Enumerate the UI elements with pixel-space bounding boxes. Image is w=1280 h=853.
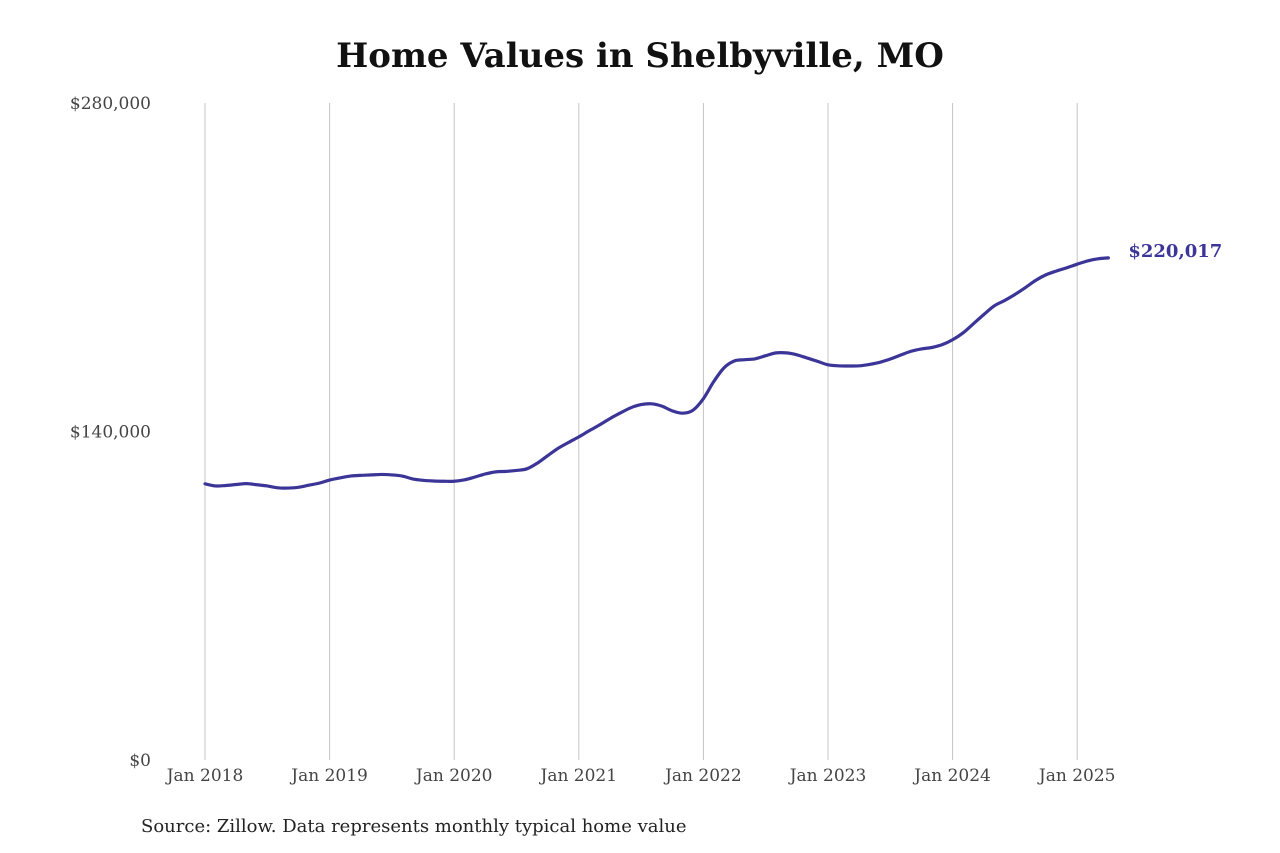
gridlines bbox=[204, 103, 1078, 760]
x-tick-label-1: Jan 2019 bbox=[289, 766, 368, 786]
x-axis: Jan 2018 Jan 2019 Jan 2020 Jan 2021 Jan 2022… bbox=[165, 766, 1116, 786]
end-value-label: $220,017 bbox=[1128, 241, 1222, 262]
x-tick-label-4: Jan 2022 bbox=[663, 766, 742, 786]
y-tick-label-2: $280,000 bbox=[70, 94, 151, 114]
source-note: Source: Zillow. Data represents monthly … bbox=[141, 816, 687, 837]
x-tick-label-2: Jan 2020 bbox=[414, 766, 493, 786]
y-tick-label-0: $0 bbox=[129, 751, 151, 771]
x-tick-label-3: Jan 2021 bbox=[539, 766, 618, 786]
x-tick-label-5: Jan 2023 bbox=[788, 766, 867, 786]
series-layer bbox=[203, 256, 1110, 490]
x-tick-label-7: Jan 2025 bbox=[1037, 766, 1116, 786]
y-tick-label-1: $140,000 bbox=[70, 423, 151, 443]
x-tick-label-0: Jan 2018 bbox=[165, 766, 244, 786]
series-line-0 bbox=[203, 256, 1110, 490]
y-axis: $0 $140,000 $280,000 bbox=[70, 94, 151, 771]
x-tick-label-6: Jan 2024 bbox=[912, 766, 991, 786]
chart-title: Home Values in Shelbyville, MO bbox=[336, 36, 944, 76]
